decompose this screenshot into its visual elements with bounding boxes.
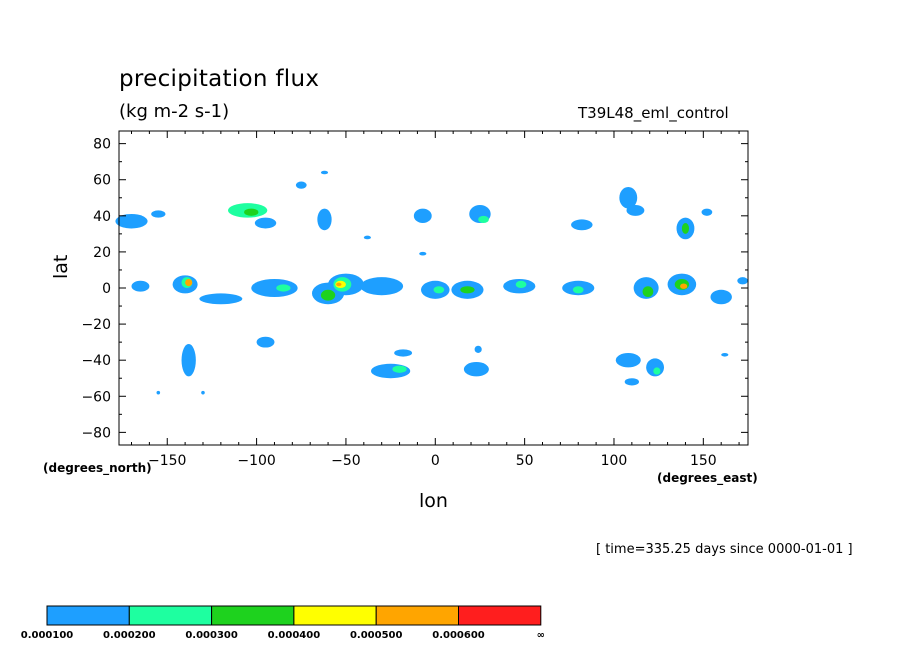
- precip-blob-0: [115, 214, 148, 229]
- colorbar-segment: [211, 605, 295, 626]
- axes: −150 −100 −50 0 50 100 150 80 60 40 20 0 −20 −40 −60 −8…: [81, 130, 749, 469]
- precip-blob-45: [276, 284, 291, 292]
- colorbar-label: 0.000600: [432, 630, 485, 641]
- precip-blob-9: [619, 186, 638, 209]
- precip-blob-13: [363, 235, 371, 240]
- colorbar-segment: [375, 605, 460, 626]
- x-tick-label: 150: [690, 453, 717, 469]
- precip-blob-30: [181, 343, 196, 377]
- y-tick-label: 0: [102, 281, 111, 297]
- precip-blob-28: [710, 289, 732, 305]
- precip-blob-14: [419, 251, 427, 256]
- precip-blob-49: [572, 286, 584, 294]
- y-tick-label: 60: [93, 173, 111, 189]
- precip-blob-12: [701, 208, 713, 216]
- precip-blob-6: [413, 208, 432, 224]
- x-axis-label: lon: [419, 490, 448, 512]
- colorbar-segment: [293, 605, 377, 626]
- colorbar-segment: [458, 605, 542, 626]
- precip-blob-52: [244, 208, 259, 216]
- colorbar: 0.000100 0.000200 0.000300 0.000400 0.000500…: [21, 605, 545, 641]
- precip-blob-59: [185, 278, 193, 287]
- colorbar-label: 0.000300: [185, 630, 238, 641]
- precip-blob-51: [653, 367, 661, 375]
- precip-blob-3: [317, 208, 332, 231]
- units-label: (kg m-2 s-1): [119, 101, 230, 122]
- colorbar-label: 0.000500: [350, 630, 403, 641]
- x-tick-label: −150: [148, 453, 186, 469]
- precip-blob-38: [615, 352, 641, 368]
- contour-features: [115, 170, 749, 395]
- precip-blob-37: [474, 345, 482, 353]
- x-tick-label: 0: [431, 453, 440, 469]
- precip-blob-15: [131, 280, 150, 292]
- precip-blob-31: [201, 390, 205, 395]
- precip-blob-47: [433, 286, 445, 294]
- y-axis-label: lat: [50, 254, 72, 279]
- precip-blob-5: [320, 170, 329, 175]
- colorbar-label: 0.000100: [21, 630, 74, 641]
- y-tick-label: 80: [93, 137, 111, 153]
- x-tick-label: −100: [237, 453, 275, 469]
- y-tick-label: −60: [81, 389, 111, 405]
- precip-blob-53: [681, 223, 690, 234]
- precip-blob-55: [460, 286, 475, 294]
- x-axis-units: (degrees_east): [657, 471, 758, 485]
- y-tick-label: 40: [93, 209, 111, 225]
- precip-blob-61: [680, 283, 688, 289]
- precip-blob-35: [394, 349, 413, 357]
- y-tick-label: −80: [81, 425, 111, 441]
- x-tick-label: −50: [331, 453, 361, 469]
- colorbar-label: 0.000400: [268, 630, 321, 641]
- precip-blob-60: [336, 282, 342, 287]
- colorbar-segment: [128, 605, 213, 626]
- precip-blob-43: [478, 215, 489, 224]
- precip-blob-2: [254, 217, 277, 229]
- precip-blob-21: [360, 277, 404, 296]
- precip-blob-18: [251, 278, 298, 298]
- precip-blob-33: [256, 336, 275, 348]
- precip-blob-29: [737, 277, 749, 285]
- precip-blob-39: [624, 378, 639, 386]
- precip-blob-54: [320, 289, 336, 301]
- precip-blob-41: [721, 352, 729, 357]
- y-tick-label: −20: [81, 317, 111, 333]
- y-axis-units: (degrees_north): [43, 461, 152, 475]
- precip-blob-8: [571, 219, 593, 231]
- experiment-name: T39L48_eml_control: [578, 104, 729, 122]
- precip-blob-17: [199, 293, 243, 305]
- precip-blob-4: [295, 181, 307, 189]
- colorbar-label: 0.000200: [103, 630, 156, 641]
- y-tick-label: 20: [93, 245, 111, 261]
- colorbar-segment: [46, 605, 130, 626]
- x-tick-label: 100: [601, 453, 628, 469]
- precip-blob-56: [642, 286, 654, 298]
- precip-blob-36: [463, 361, 489, 377]
- precip-blob-1: [151, 210, 166, 218]
- time-stamp: [ time=335.25 days since 0000-01-01 ]: [596, 542, 853, 557]
- precip-blob-48: [515, 280, 527, 288]
- y-tick-label: −40: [81, 353, 111, 369]
- precip-blob-10: [626, 204, 645, 216]
- precip-blob-50: [392, 365, 407, 373]
- x-tick-label: 50: [516, 453, 534, 469]
- plot-title: precipitation flux: [119, 66, 320, 92]
- precip-blob-32: [156, 390, 161, 395]
- colorbar-label: ∞: [537, 630, 545, 641]
